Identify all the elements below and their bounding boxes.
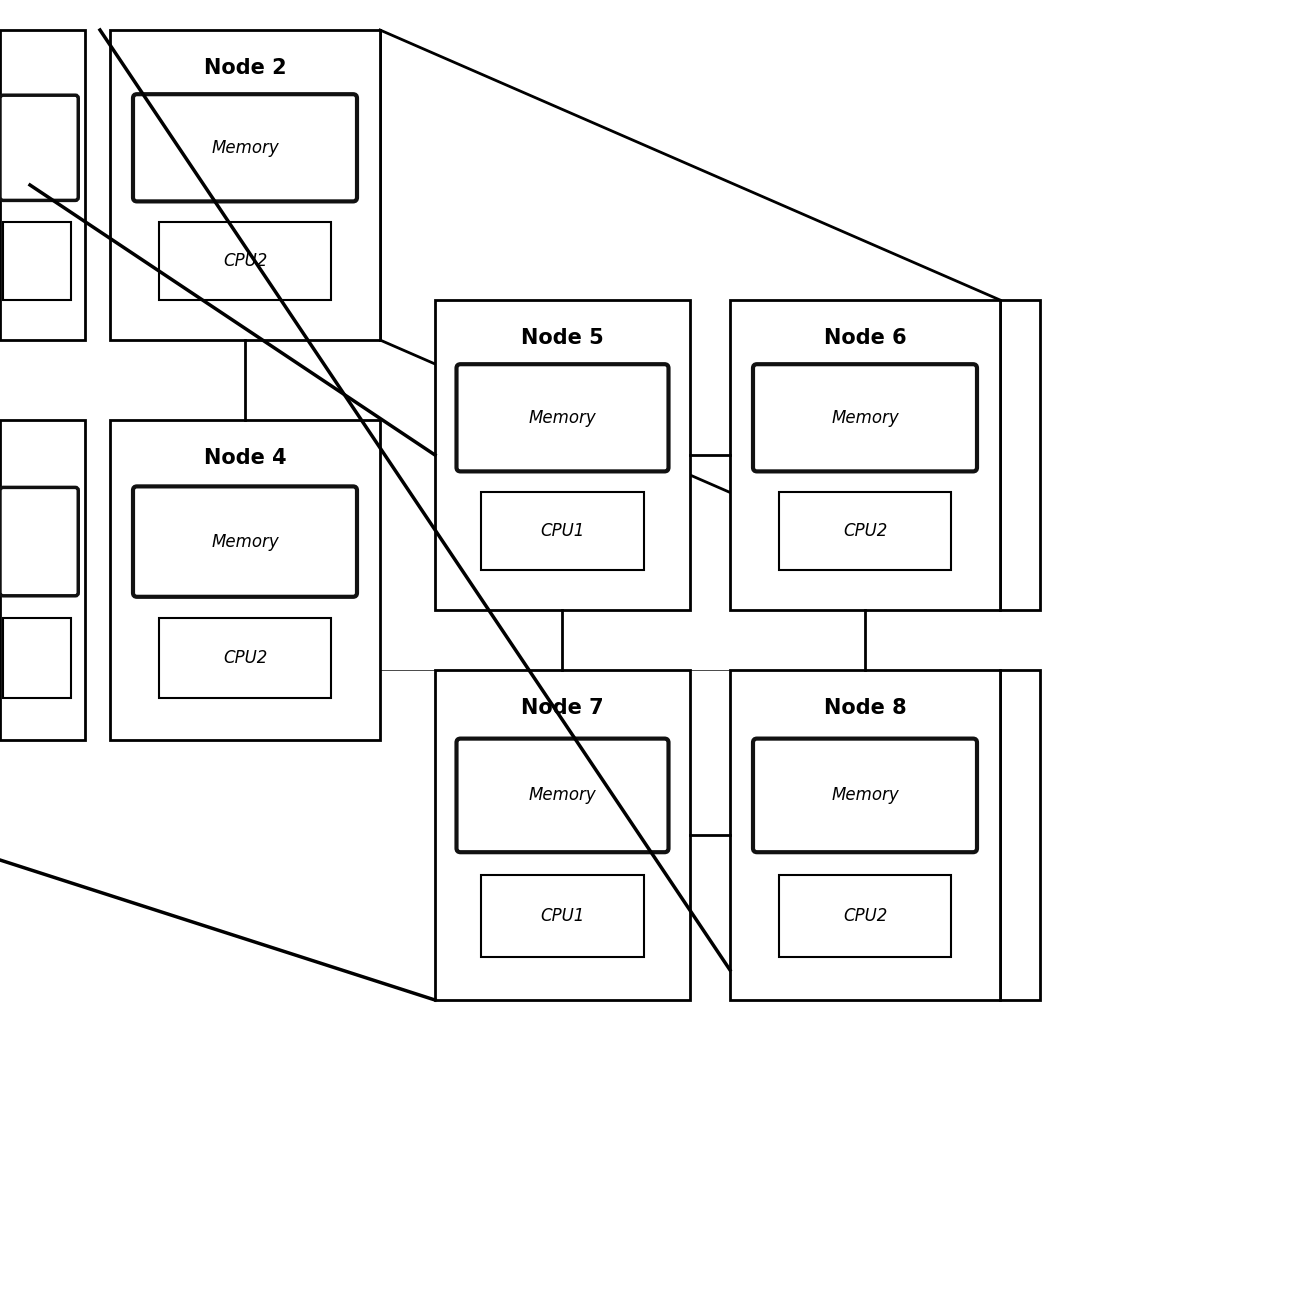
FancyBboxPatch shape [731, 670, 1000, 1000]
Text: Memory: Memory [211, 533, 280, 551]
FancyBboxPatch shape [779, 493, 952, 569]
FancyBboxPatch shape [3, 222, 71, 300]
Text: Memory: Memory [211, 139, 280, 157]
FancyBboxPatch shape [456, 364, 668, 472]
FancyBboxPatch shape [159, 619, 332, 698]
FancyBboxPatch shape [436, 670, 690, 1000]
FancyBboxPatch shape [133, 94, 358, 202]
Text: Memory: Memory [831, 786, 898, 805]
FancyBboxPatch shape [133, 486, 358, 597]
FancyBboxPatch shape [111, 420, 380, 740]
Text: CPU2: CPU2 [222, 252, 268, 270]
Text: CPU1: CPU1 [541, 907, 585, 924]
FancyBboxPatch shape [779, 875, 952, 957]
Text: Node 8: Node 8 [824, 698, 906, 718]
FancyBboxPatch shape [1000, 300, 1040, 610]
Text: CPU2: CPU2 [842, 907, 887, 924]
FancyBboxPatch shape [753, 738, 978, 853]
Text: CPU2: CPU2 [222, 650, 268, 667]
Text: Memory: Memory [529, 786, 597, 805]
FancyBboxPatch shape [731, 300, 1000, 610]
FancyBboxPatch shape [3, 619, 71, 698]
FancyBboxPatch shape [159, 222, 332, 300]
FancyBboxPatch shape [436, 300, 690, 610]
Text: Node 2: Node 2 [204, 58, 286, 78]
FancyBboxPatch shape [456, 738, 668, 853]
Text: Memory: Memory [831, 408, 898, 426]
Text: Node 6: Node 6 [824, 328, 906, 348]
Text: Memory: Memory [529, 408, 597, 426]
Text: Node 4: Node 4 [204, 448, 286, 468]
Text: CPU1: CPU1 [541, 523, 585, 540]
FancyBboxPatch shape [0, 30, 84, 341]
FancyBboxPatch shape [1000, 670, 1040, 1000]
FancyBboxPatch shape [0, 420, 84, 740]
FancyBboxPatch shape [753, 364, 978, 472]
FancyBboxPatch shape [481, 875, 644, 957]
Text: CPU2: CPU2 [842, 523, 887, 540]
FancyBboxPatch shape [481, 493, 644, 569]
FancyBboxPatch shape [111, 30, 380, 341]
FancyBboxPatch shape [0, 488, 78, 595]
FancyBboxPatch shape [0, 95, 78, 200]
Text: Node 7: Node 7 [521, 698, 603, 718]
Text: Node 5: Node 5 [521, 328, 605, 348]
